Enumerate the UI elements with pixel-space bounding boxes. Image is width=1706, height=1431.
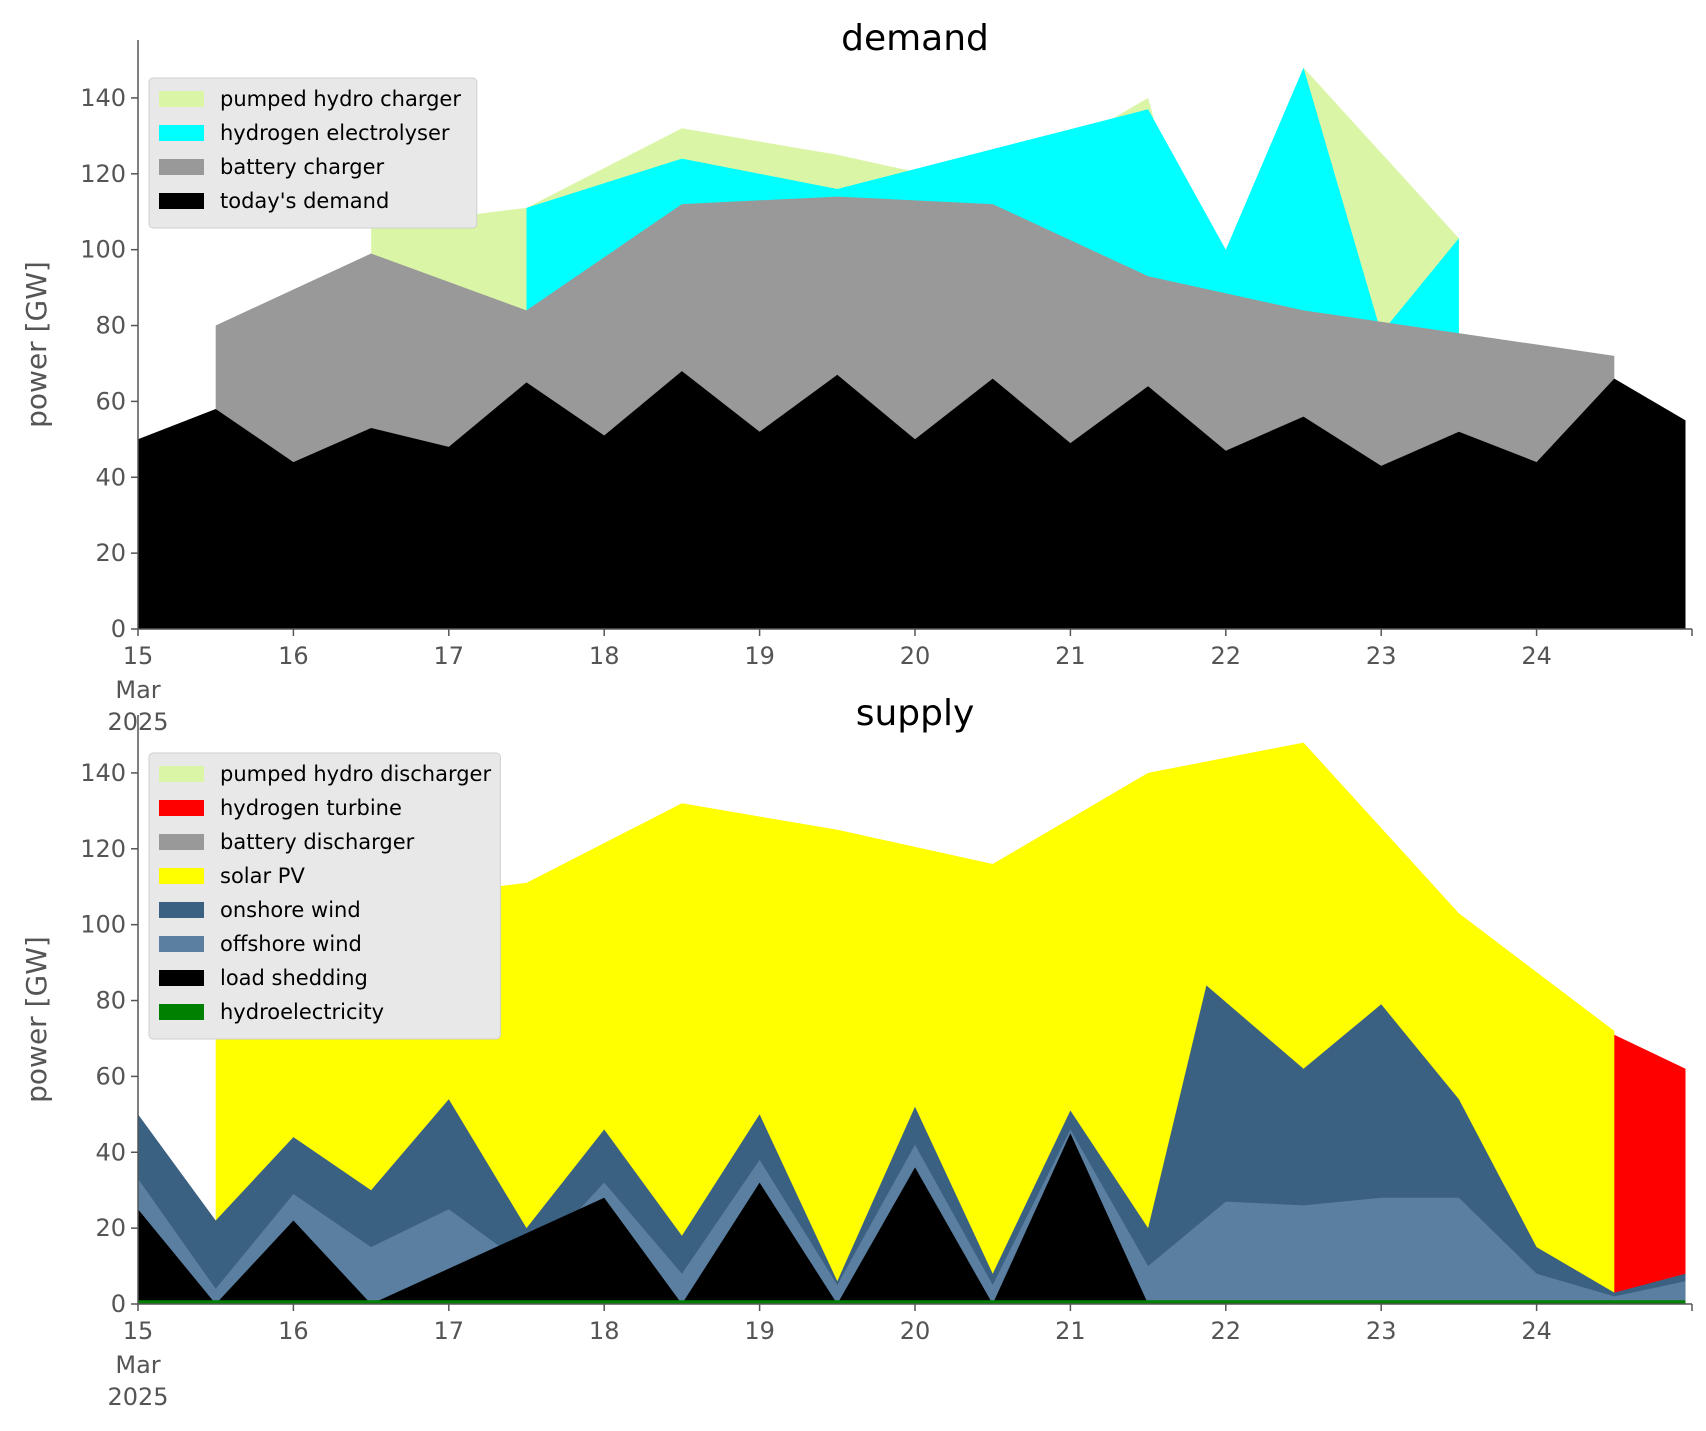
x-tick-label: 24 (1521, 642, 1552, 670)
legend-label-offshore-wind: offshore wind (220, 932, 362, 956)
legend-swatch-solar-pv (159, 868, 204, 884)
x-tick-label: 23 (1366, 642, 1397, 670)
legend-label-solar-pv: solar PV (220, 864, 305, 888)
x-tick-label: 22 (1211, 1317, 1242, 1345)
x-tick-label: 15 (123, 1317, 154, 1345)
y-tick-label: 120 (80, 835, 126, 863)
legend-swatch-today-s-demand (159, 193, 204, 209)
legend-box (148, 77, 478, 229)
series-area-hydroelectricity (138, 1300, 1686, 1304)
legend-swatch-battery-discharger (159, 834, 204, 850)
legend-swatch-load-shedding (159, 970, 204, 986)
y-tick-label: 0 (111, 615, 126, 643)
x-tick-month-label: Mar (115, 676, 160, 704)
x-tick-label: 18 (589, 1317, 620, 1345)
x-tick-label: 21 (1055, 642, 1086, 670)
legend-swatch-onshore-wind (159, 902, 204, 918)
x-tick-label: 22 (1211, 642, 1242, 670)
legend: pumped hydro discharger hydrogen turbine b… (148, 752, 501, 1040)
x-tick-label: 21 (1055, 1317, 1086, 1345)
legend-label-pumped-hydro-discharger: pumped hydro discharger (220, 762, 491, 786)
chart-title: demand (841, 18, 989, 59)
y-tick-label: 140 (80, 759, 126, 787)
y-tick-label: 140 (80, 84, 126, 112)
legend-label-hydrogen-turbine: hydrogen turbine (220, 796, 402, 820)
x-tick-label: 19 (744, 1317, 775, 1345)
x-tick-label: 20 (900, 642, 931, 670)
series-area-load-shedding (138, 1133, 1149, 1304)
chart-title: supply (856, 693, 975, 734)
y-tick-label: 20 (95, 539, 126, 567)
legend-label-load-shedding: load shedding (220, 966, 368, 990)
legend-swatch-hydrogen-electrolyser (159, 125, 204, 141)
y-tick-label: 0 (111, 1290, 126, 1318)
legend-swatch-pumped-hydro-charger (159, 91, 204, 107)
y-tick-label: 80 (95, 312, 126, 340)
x-tick-label: 16 (278, 1317, 309, 1345)
series-areas (138, 742, 1686, 1304)
demand-chart: demand power [GW] 0 20 40 60 80 100 120 140 15 Mar 2… (20, 18, 1693, 736)
legend-label-hydroelectricity: hydroelectricity (220, 1000, 384, 1024)
y-tick-label: 100 (80, 236, 126, 264)
x-tick-label: 23 (1366, 1317, 1397, 1345)
y-tick-label: 20 (95, 1214, 126, 1242)
x-tick-label: 20 (900, 1317, 931, 1345)
y-axis-label: power [GW] (20, 261, 53, 428)
supply-chart: supply power [GW] 0 20 40 60 80 100 120 140 15 Mar 2… (20, 693, 1693, 1411)
y-tick-label: 40 (95, 1138, 126, 1166)
legend-label-onshore-wind: onshore wind (220, 898, 361, 922)
legend: pumped hydro charger hydrogen electrolyse… (148, 77, 478, 229)
series-area-today-s-demand (138, 371, 1686, 629)
x-tick-month-label: Mar (115, 1351, 160, 1379)
y-tick-label: 60 (95, 387, 126, 415)
y-tick-label: 120 (80, 160, 126, 188)
x-tick-label: 18 (589, 642, 620, 670)
x-tick-label: 19 (744, 642, 775, 670)
legend-label-hydrogen-electrolyser: hydrogen electrolyser (220, 121, 450, 145)
legend-swatch-offshore-wind (159, 936, 204, 952)
y-tick-label: 40 (95, 463, 126, 491)
legend-swatch-battery-charger (159, 159, 204, 175)
x-tick-label: 17 (434, 1317, 465, 1345)
legend-label-today-s-demand: today's demand (220, 189, 389, 213)
legend-swatch-hydroelectricity (159, 1004, 204, 1020)
legend-swatch-pumped-hydro-discharger (159, 766, 204, 782)
x-tick-label: 24 (1521, 1317, 1552, 1345)
legend-box (148, 752, 501, 1040)
x-tick-label: 16 (278, 642, 309, 670)
y-axis-label: power [GW] (20, 936, 53, 1103)
legend-label-battery-discharger: battery discharger (220, 830, 415, 854)
y-tick-label: 60 (95, 1062, 126, 1090)
legend-label-pumped-hydro-charger: pumped hydro charger (220, 87, 461, 111)
y-tick-label: 80 (95, 987, 126, 1015)
x-tick-year-label: 2025 (107, 1383, 168, 1411)
legend-swatch-hydrogen-turbine (159, 800, 204, 816)
legend-label-battery-charger: battery charger (220, 155, 385, 179)
x-tick-label: 15 (123, 642, 154, 670)
x-tick-label: 17 (434, 642, 465, 670)
series-areas (138, 67, 1686, 630)
y-tick-label: 100 (80, 911, 126, 939)
